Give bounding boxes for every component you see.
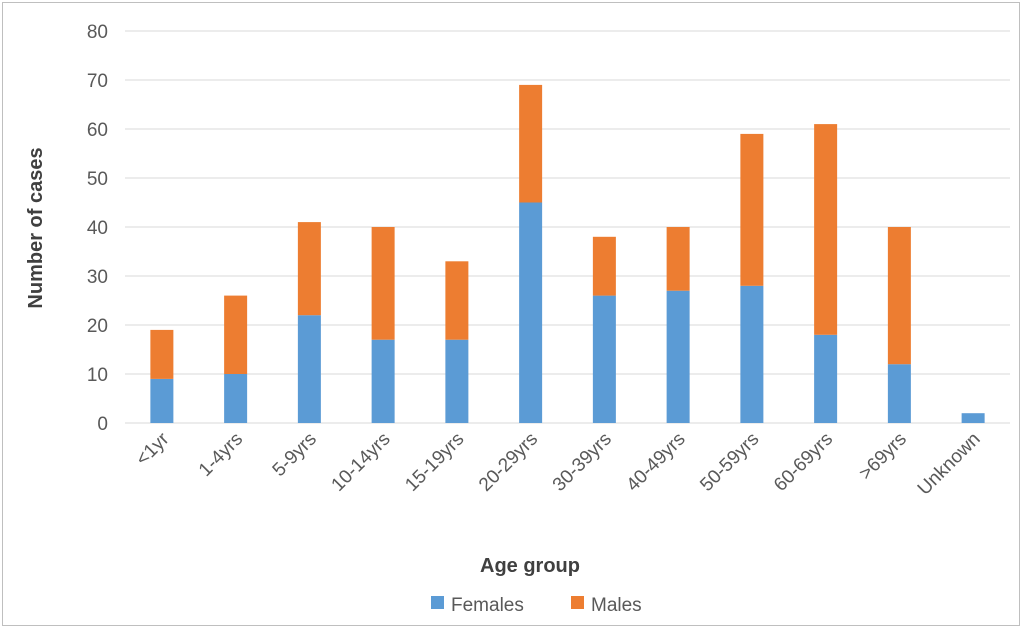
y-axis-ticks: 0 10 20 30 40 50 60 70 80 [87,22,108,435]
y-tick-label: 40 [87,218,108,239]
bar-females-10 [887,364,911,423]
bar-females-5 [519,202,543,423]
y-tick-label: 10 [87,365,108,386]
x-tick-label: 5-9yrs [269,429,321,481]
x-tick-label: 1-4yrs [195,429,247,481]
x-tick-label: 10-14yrs [328,429,395,496]
x-tick-label: 60-69yrs [770,429,837,496]
bar-females-11 [961,413,985,423]
bar-females-1 [224,374,248,423]
bar-males-1 [224,295,248,374]
bar-females-0 [150,378,174,423]
bar-females-4 [445,339,469,423]
bar-males-5 [519,84,543,203]
bar-males-2 [297,222,321,316]
y-tick-label: 70 [87,71,108,92]
bar-males-9 [814,124,838,335]
bar-females-8 [740,285,764,423]
bar-males-0 [150,329,174,379]
y-axis-title: Number of cases [25,147,47,308]
bar-males-10 [887,227,911,365]
x-tick-label: <1yr [132,428,174,470]
y-tick-label: 80 [87,22,108,43]
legend: Females Males [431,595,642,616]
x-tick-label: 50-59yrs [696,429,763,496]
y-tick-label: 30 [87,267,108,288]
legend-label-males: Males [591,595,642,616]
bar-males-4 [445,261,469,340]
x-tick-label: Unknown [914,429,985,500]
x-axis-ticks: <1yr 1-4yrs 5-9yrs 10-14yrs 15-19yrs 20-29yrs… [132,428,985,499]
y-tick-label: 60 [87,120,108,141]
bar-males-8 [740,133,764,286]
x-tick-label: 20-29yrs [475,429,542,496]
bars [150,84,985,423]
x-axis-title: Age group [480,555,580,577]
bar-females-2 [297,315,321,423]
bar-females-3 [371,339,395,423]
bar-males-6 [592,236,616,296]
x-tick-label: 15-19yrs [401,429,468,496]
legend-swatch-males [571,596,584,609]
gridlines [125,30,1010,424]
y-tick-label: 0 [97,414,108,435]
bar-females-7 [666,290,690,423]
x-tick-label: 30-39yrs [549,429,616,496]
bar-males-3 [371,227,395,340]
x-tick-label: 40-49yrs [623,429,690,496]
y-tick-label: 50 [87,169,108,190]
x-tick-label: >69yrs [855,429,911,485]
bar-females-6 [592,295,616,423]
bar-males-7 [666,227,690,291]
y-tick-label: 20 [87,316,108,337]
bar-females-9 [814,334,838,423]
legend-label-females: Females [451,595,524,616]
legend-swatch-females [431,596,444,609]
